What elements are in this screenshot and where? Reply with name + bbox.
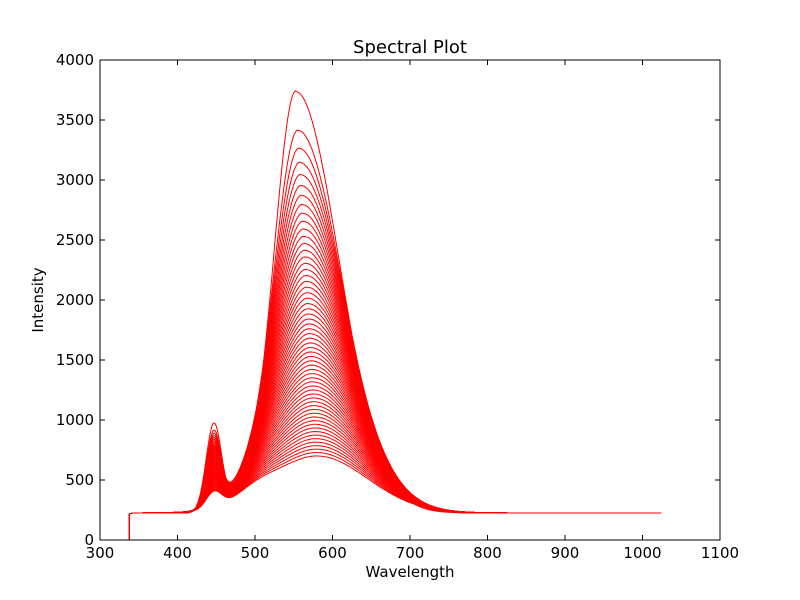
x-tick-label: 1000 bbox=[623, 544, 661, 562]
chart-title: Spectral Plot bbox=[353, 37, 467, 58]
x-axis-label: Wavelength bbox=[366, 563, 455, 581]
x-tick-label: 800 bbox=[473, 544, 502, 562]
plot-frame bbox=[99, 59, 721, 541]
y-tick-label: 4000 bbox=[56, 51, 94, 69]
y-tick-label: 3000 bbox=[56, 171, 94, 189]
y-tick-label: 1500 bbox=[56, 351, 94, 369]
x-tick-label: 1100 bbox=[701, 544, 739, 562]
x-tick-label: 600 bbox=[318, 544, 347, 562]
y-tick-label: 1000 bbox=[56, 411, 94, 429]
y-tick-label: 0 bbox=[84, 531, 94, 549]
x-tick-label: 300 bbox=[86, 544, 115, 562]
y-tick-label: 2000 bbox=[56, 291, 94, 309]
x-tick-label: 900 bbox=[551, 544, 580, 562]
y-tick-label: 500 bbox=[65, 471, 94, 489]
x-tick-label: 500 bbox=[241, 544, 270, 562]
tick-layer: 300 400 500 600 700 800 900 1000 1100 0 500 1000 150… bbox=[56, 51, 739, 562]
y-tick-label: 3500 bbox=[56, 111, 94, 129]
plot-area bbox=[100, 60, 720, 540]
x-tick-label: 400 bbox=[163, 544, 192, 562]
series-layer bbox=[128, 90, 662, 540]
spectrum-series-line bbox=[128, 455, 662, 540]
y-tick-label: 2500 bbox=[56, 231, 94, 249]
x-tick-label: 700 bbox=[396, 544, 425, 562]
y-axis-label: Intensity bbox=[29, 267, 47, 332]
